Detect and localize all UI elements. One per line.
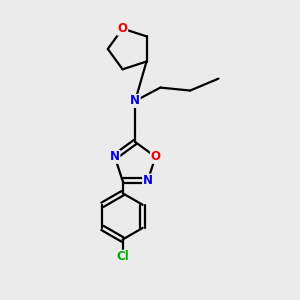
Text: N: N — [143, 174, 153, 187]
Text: N: N — [110, 150, 120, 163]
Text: Cl: Cl — [116, 250, 129, 263]
Text: O: O — [118, 22, 128, 35]
Text: N: N — [130, 94, 140, 107]
Text: O: O — [151, 150, 160, 163]
